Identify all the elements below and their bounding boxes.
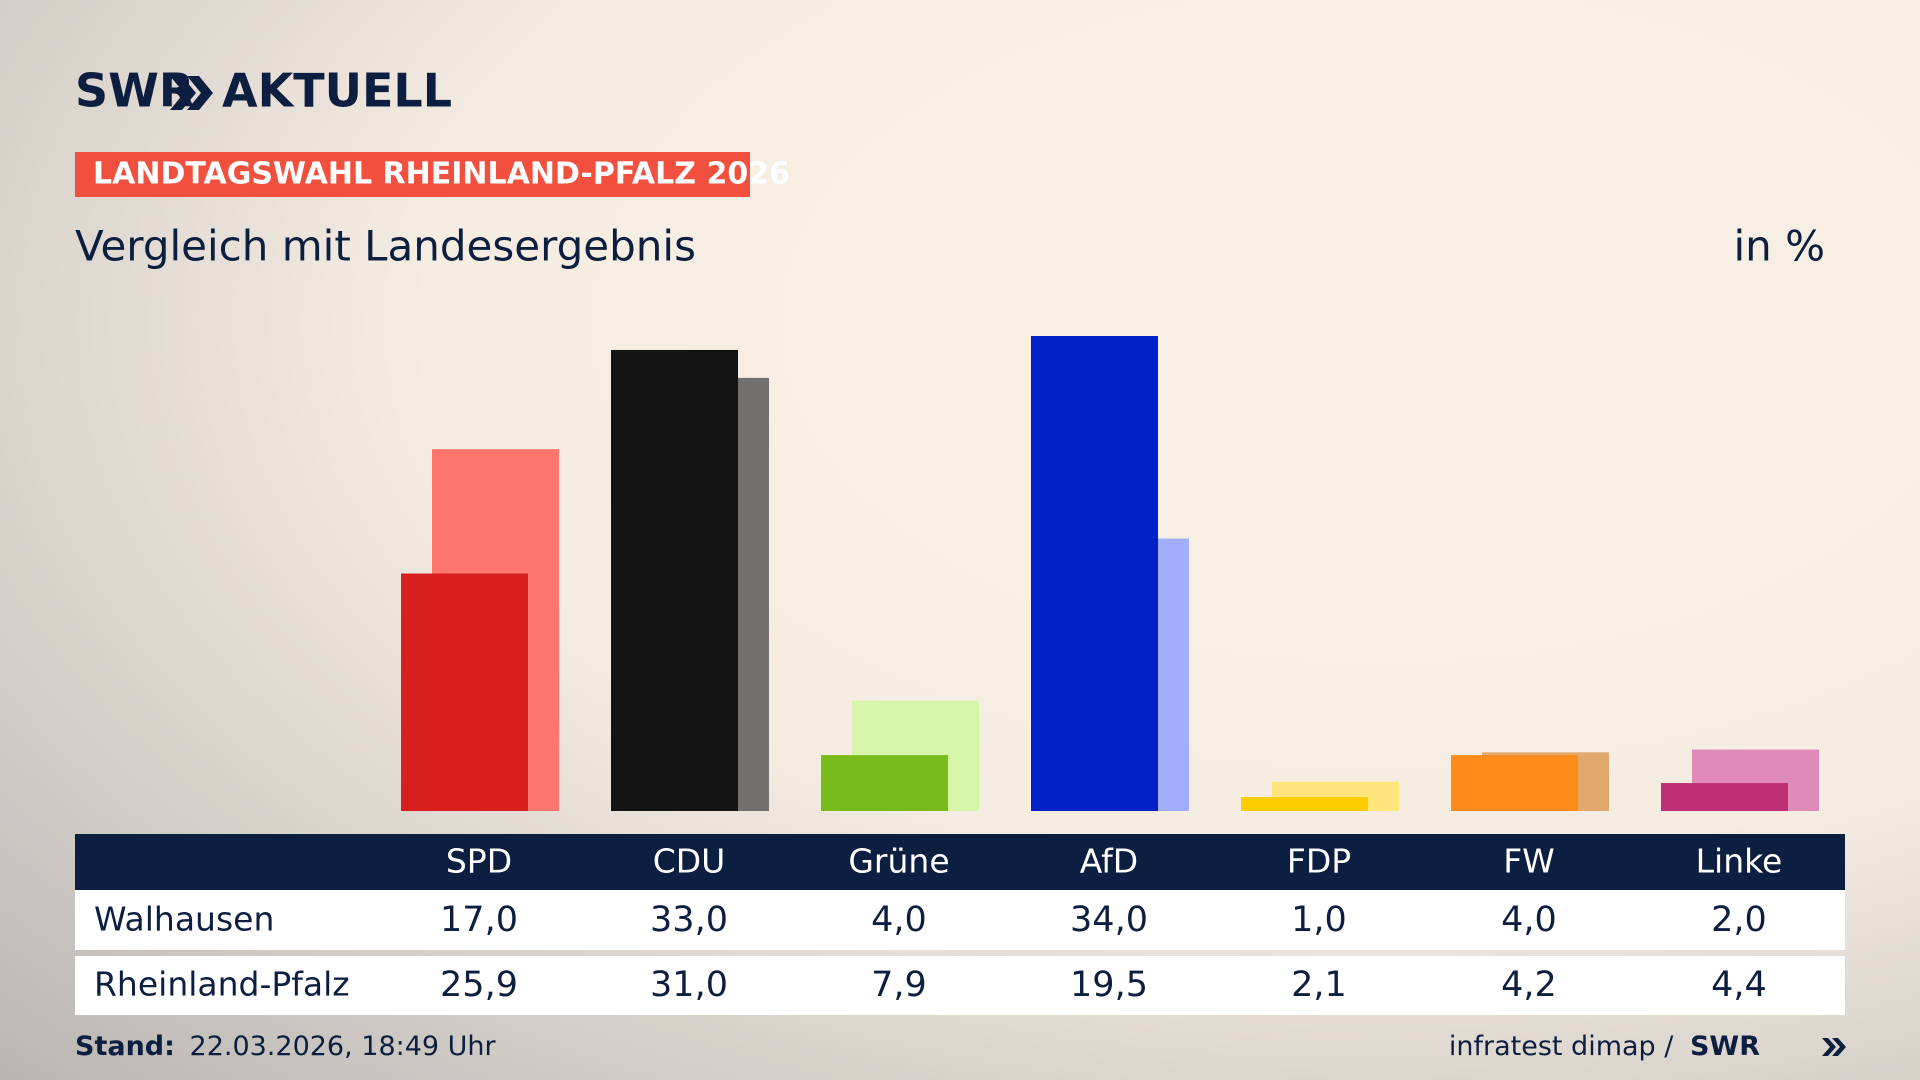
source-chevrons — [1822, 1038, 1846, 1056]
value-label: 2,0 — [1711, 900, 1767, 940]
bar — [611, 349, 738, 811]
value-label: 4,0 — [1501, 900, 1557, 940]
category-label: FDP — [1287, 842, 1351, 881]
tag: LANDTAGSWAHL RHEINLAND-PFALZ 2026 — [93, 157, 790, 192]
stand: 22.03.2026, 18:49 Uhr — [190, 1031, 497, 1062]
value-label: 19,5 — [1070, 965, 1148, 1005]
bar — [1451, 755, 1578, 811]
bar — [401, 573, 528, 811]
category-label: FW — [1503, 842, 1555, 881]
category-label: Linke — [1696, 842, 1783, 881]
bar — [1031, 336, 1158, 811]
value-label: 1,0 — [1291, 900, 1347, 940]
row-label: Walhausen — [94, 900, 274, 939]
row-label: Rheinland-Pfalz — [94, 965, 350, 1004]
value-label: 4,4 — [1711, 965, 1767, 1005]
source-brand: SWR — [1690, 1031, 1760, 1062]
value-label: 4,2 — [1501, 965, 1557, 1005]
value-label: 4,0 — [871, 900, 927, 940]
category-label: CDU — [653, 842, 726, 881]
value-label: 7,9 — [871, 965, 927, 1005]
brand-suffix: AKTUELL — [222, 64, 452, 118]
brand-chevrons — [170, 76, 213, 110]
table-header — [75, 834, 1845, 890]
value-label: 31,0 — [650, 965, 728, 1005]
category-label: Grüne — [848, 842, 949, 881]
table-row — [75, 956, 1845, 1015]
source: infratest dimap / SWR — [1449, 1031, 1760, 1062]
footer: Stand: 22.03.2026, 18:49 Uhr — [75, 1031, 497, 1062]
stand-label: Stand: — [75, 1031, 175, 1062]
category-label: SPD — [446, 842, 512, 881]
value-label: 2,1 — [1291, 965, 1347, 1005]
source-text: infratest dimap / — [1449, 1031, 1674, 1062]
bar — [821, 755, 948, 811]
value-label: 34,0 — [1070, 900, 1148, 940]
table-row — [75, 890, 1845, 950]
tag-background — [75, 152, 750, 197]
unit-label: in % — [1733, 222, 1825, 271]
category-label: AfD — [1080, 842, 1138, 881]
value-label: 25,9 — [440, 965, 518, 1005]
value-label: 17,0 — [440, 900, 518, 940]
bar — [1661, 783, 1788, 811]
chart-title: Vergleich mit Landesergebnis — [75, 222, 696, 271]
value-label: 33,0 — [650, 900, 728, 940]
bar — [1241, 797, 1368, 811]
